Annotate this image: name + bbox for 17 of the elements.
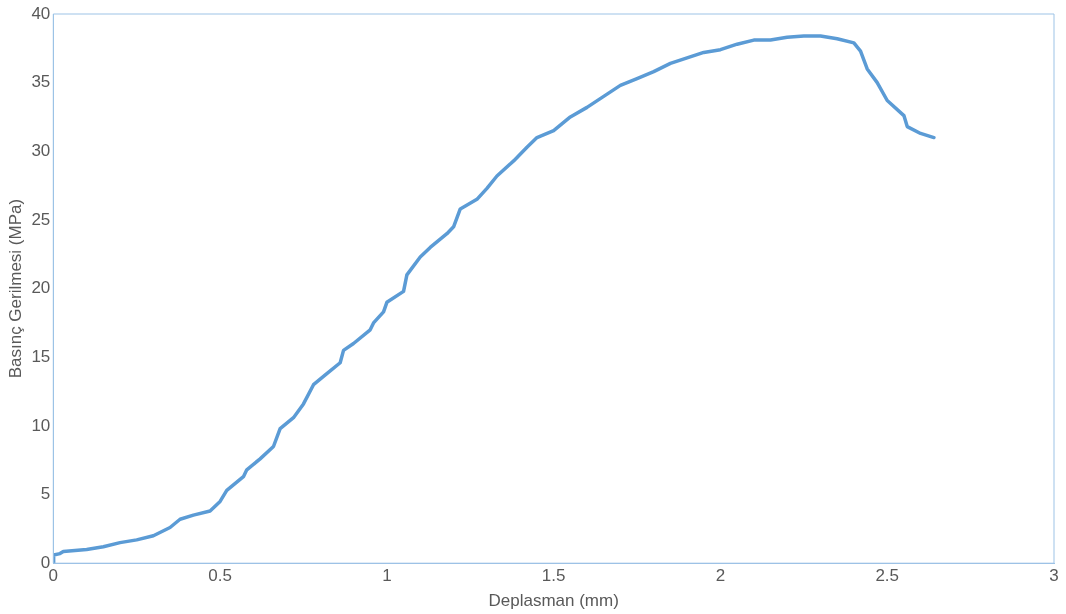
- y-tick-label: 40: [31, 3, 51, 23]
- y-tick-label: 15: [31, 346, 51, 366]
- y-tick-label: 10: [31, 415, 51, 435]
- x-tick-label: 2: [715, 566, 726, 586]
- x-tick-label: 2.5: [875, 566, 900, 586]
- y-tick-label: 30: [31, 140, 51, 160]
- x-tick-label: 1: [382, 566, 392, 586]
- y-axis-title: Basınç Gerilmesi (MPa): [5, 198, 25, 379]
- x-tick-label: 0.5: [208, 566, 232, 586]
- y-tick-label: 20: [31, 278, 51, 298]
- y-tick-label: 5: [40, 484, 51, 504]
- x-axis-title: Deplasman (mm): [488, 591, 619, 611]
- y-tick-label: 35: [31, 72, 51, 92]
- y-tick-label: 25: [31, 209, 51, 229]
- x-tick-label: 3: [1049, 566, 1059, 586]
- x-tick-label: 1.5: [541, 566, 566, 586]
- y-tick-label: 0: [40, 552, 51, 572]
